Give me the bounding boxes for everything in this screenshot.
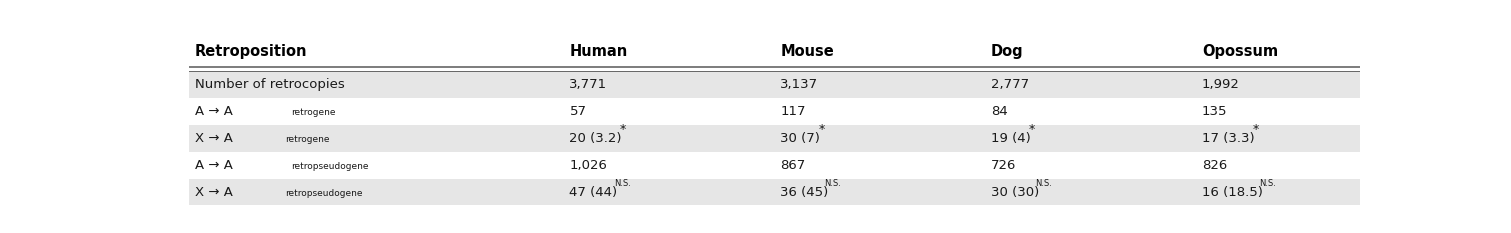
Text: 867: 867 — [780, 159, 805, 172]
Text: 2,777: 2,777 — [991, 78, 1029, 91]
Text: 1,992: 1,992 — [1201, 78, 1239, 91]
Text: N.S.: N.S. — [613, 179, 630, 188]
Text: 3,137: 3,137 — [780, 78, 819, 91]
Text: *: * — [1029, 123, 1035, 136]
Text: 36 (45): 36 (45) — [780, 186, 828, 199]
Text: Opossum: Opossum — [1201, 44, 1278, 59]
Text: A → A: A → A — [195, 105, 233, 118]
Text: Retroposition: Retroposition — [195, 44, 307, 59]
Text: 117: 117 — [780, 105, 805, 118]
Text: X → A: X → A — [195, 186, 233, 199]
Text: 20 (3.2): 20 (3.2) — [570, 132, 623, 145]
Text: A → A: A → A — [195, 159, 233, 172]
Text: *: * — [1253, 123, 1259, 136]
Text: N.S.: N.S. — [1259, 179, 1275, 188]
Text: 3,771: 3,771 — [570, 78, 607, 91]
Text: *: * — [817, 123, 825, 136]
Bar — [189, 125, 1360, 152]
Text: retropseudogene: retropseudogene — [290, 162, 369, 171]
Text: 57: 57 — [570, 105, 586, 118]
Text: retrogene: retrogene — [290, 108, 335, 117]
Text: N.S.: N.S. — [825, 179, 842, 188]
Text: 726: 726 — [991, 159, 1017, 172]
Text: retropseudogene: retropseudogene — [286, 189, 363, 198]
Text: 47 (44): 47 (44) — [570, 186, 618, 199]
Text: 84: 84 — [991, 105, 1008, 118]
Bar — [189, 71, 1360, 98]
Text: 16 (18.5): 16 (18.5) — [1201, 186, 1263, 199]
Text: Number of retrocopies: Number of retrocopies — [195, 78, 345, 91]
Text: retrogene: retrogene — [286, 135, 329, 144]
Text: 1,026: 1,026 — [570, 159, 607, 172]
Text: Mouse: Mouse — [780, 44, 834, 59]
Text: 30 (7): 30 (7) — [780, 132, 820, 145]
Text: 30 (30): 30 (30) — [991, 186, 1040, 199]
Text: Dog: Dog — [991, 44, 1023, 59]
Text: 17 (3.3): 17 (3.3) — [1201, 132, 1254, 145]
Text: N.S.: N.S. — [1035, 179, 1052, 188]
Text: 135: 135 — [1201, 105, 1227, 118]
Text: X → A: X → A — [195, 132, 233, 145]
Text: 826: 826 — [1201, 159, 1227, 172]
Text: 19 (4): 19 (4) — [991, 132, 1031, 145]
Bar — [189, 179, 1360, 206]
Text: Human: Human — [570, 44, 627, 59]
Text: *: * — [620, 123, 626, 136]
